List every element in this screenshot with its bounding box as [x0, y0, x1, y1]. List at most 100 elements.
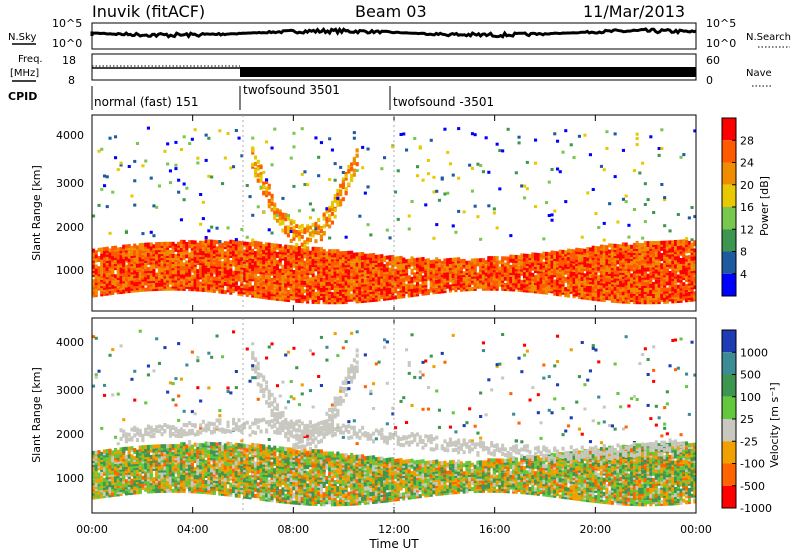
power-data-cell [152, 234, 156, 238]
power-data-cell [685, 298, 689, 303]
power-data-cell [534, 285, 538, 290]
power-data-cell [177, 241, 181, 246]
power-data-cell [594, 246, 598, 250]
power-data-cell [413, 137, 417, 140]
power-data-cell [94, 256, 98, 261]
power-data-cell [256, 259, 260, 264]
power-data-cell [352, 172, 356, 177]
power-data-cell [259, 178, 263, 183]
power-data-cell [259, 251, 263, 256]
power-data-cell [487, 280, 491, 285]
power-data-cell [262, 282, 266, 287]
power-data-cell [528, 264, 532, 269]
power-data-cell [663, 196, 667, 200]
power-data-cell [358, 268, 362, 273]
power-data-cell [254, 240, 258, 245]
power-data-cell [333, 214, 337, 219]
vel-data-cell [92, 471, 96, 476]
power-data-cell [138, 275, 142, 280]
power-data-cell [448, 278, 452, 283]
power-data-cell [292, 253, 296, 258]
power-data-cell [674, 266, 678, 271]
power-data-cell [372, 277, 376, 282]
power-data-cell [325, 281, 329, 286]
power-data-cell [517, 141, 521, 145]
power-data-cell [92, 214, 96, 218]
power-data-cell [621, 260, 625, 265]
power-data-cell [289, 267, 293, 272]
power-data-cell [141, 271, 145, 276]
power-data-cell [281, 246, 285, 251]
power-data-cell [114, 274, 118, 279]
power-data-cell [561, 252, 565, 256]
power-data-cell [457, 176, 461, 180]
power-data-cell [185, 186, 189, 190]
power-data-cell [531, 252, 535, 257]
power-data-cell [234, 260, 238, 265]
power-data-cell [262, 293, 266, 298]
power-data-cell [265, 246, 269, 251]
power-data-cell [363, 262, 367, 266]
power-data-cell [179, 218, 183, 222]
power-data-cell [361, 252, 365, 256]
power-data-cell [426, 274, 430, 279]
power-data-cell [591, 292, 595, 297]
power-data-cell [245, 245, 249, 250]
power-data-cell [317, 285, 321, 290]
power-data-cell [685, 257, 689, 262]
power-data-cell [330, 294, 334, 299]
power-data-cell [100, 278, 104, 283]
power-data-cell [199, 240, 203, 245]
power-data-cell [135, 284, 139, 289]
power-data-cell [297, 262, 301, 267]
nsky-label: N.Sky [8, 32, 36, 43]
power-data-cell [374, 291, 378, 296]
power-data-cell [597, 281, 601, 286]
power-data-cell [512, 267, 516, 272]
power-data-cell [210, 241, 214, 246]
power-data-cell [251, 238, 255, 242]
power-data-cell [613, 278, 617, 283]
power-data-cell [248, 254, 252, 259]
power-data-cell [627, 285, 631, 290]
power-data-cell [333, 286, 337, 290]
power-data-cell [374, 258, 378, 263]
power-data-cell [188, 287, 192, 292]
power-data-cell [459, 283, 463, 288]
power-data-cell [240, 275, 244, 280]
power-data-cell [690, 254, 694, 259]
power-data-cell [314, 239, 318, 244]
power-data-cell [275, 288, 279, 293]
power-data-cell [671, 297, 675, 302]
power-data-cell [682, 241, 686, 246]
power-data-cell [663, 275, 667, 280]
power-data-cell [275, 251, 279, 256]
power-data-cell [635, 132, 639, 136]
power-data-cell [660, 253, 664, 257]
power-data-cell [297, 272, 301, 277]
power-data-cell [174, 276, 178, 281]
power-data-cell [286, 249, 290, 253]
power-data-cell [229, 260, 233, 265]
power-data-cell [314, 265, 318, 270]
power-data-cell [476, 274, 480, 279]
power-colorbar-tick-5: 8 [740, 246, 747, 259]
power-data-cell [525, 268, 529, 273]
power-data-cell [190, 254, 194, 259]
power-data-cell [292, 236, 296, 241]
power-data-cell [278, 254, 282, 259]
power-data-cell [278, 244, 282, 249]
power-data-cell [652, 292, 656, 297]
power-data-cell [330, 255, 334, 260]
power-data-cell [243, 263, 247, 268]
power-data-cell [199, 222, 203, 226]
power-data-cell [630, 244, 634, 249]
power-data-cell [119, 161, 123, 165]
power-data-cell [347, 281, 351, 286]
power-data-cell [254, 257, 258, 262]
power-data-cell [295, 274, 299, 279]
power-data-cell [234, 285, 238, 290]
power-data-cell [103, 261, 107, 266]
power-data-cell [646, 284, 650, 288]
power-data-cell [317, 217, 321, 222]
